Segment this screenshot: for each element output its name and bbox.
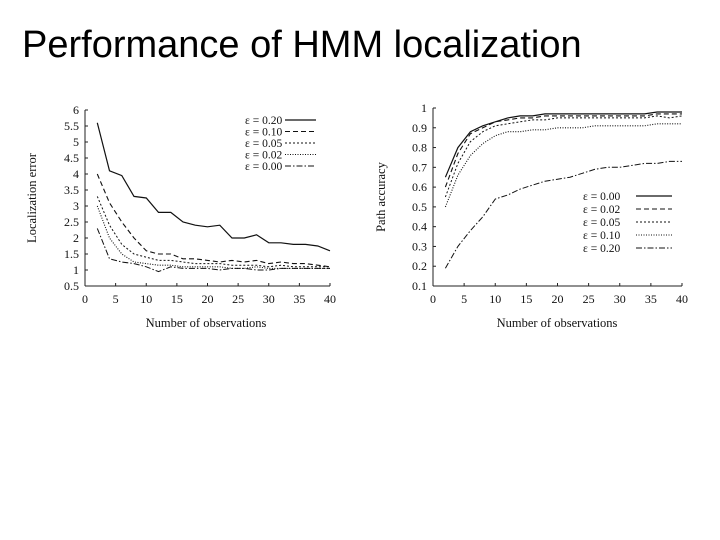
x-tick-label: 20 xyxy=(202,292,214,306)
legend-label: ε = 0.20 xyxy=(583,243,620,255)
y-tick-label: 0.5 xyxy=(412,200,427,214)
legend-label: ε = 0.00 xyxy=(583,191,620,203)
legend-label: ε = 0.02 xyxy=(245,150,282,162)
series-line-2 xyxy=(444,113,682,188)
series-line-2 xyxy=(96,173,331,268)
x-tick-label: 35 xyxy=(645,292,657,306)
series-line-3 xyxy=(444,115,683,198)
series-line-3 xyxy=(96,196,330,268)
chart-1: 0.5 1 1.5 2 2.5 3 3.5 4 4.5 5 5.5 6 0 5 10 15 20 25 30 35 40… xyxy=(25,103,336,330)
x-tick-label: 20 xyxy=(552,292,564,306)
y-tick-label: 0.1 xyxy=(412,279,427,293)
x-tick-label: 0 xyxy=(82,292,88,306)
x-tick-label: 0 xyxy=(430,292,436,306)
y-tick-label: 0.6 xyxy=(412,180,427,194)
slide-title: Performance of HMM localization xyxy=(22,24,582,66)
y-tick-label: 4 xyxy=(73,167,79,181)
y-tick-label: 4.5 xyxy=(64,151,79,165)
y-tick-label: 5.5 xyxy=(64,119,79,133)
x-tick-label: 10 xyxy=(489,292,501,306)
y-tick-label: 0.3 xyxy=(412,239,427,253)
x-tick-label: 15 xyxy=(520,292,532,306)
y-tick-label: 0.9 xyxy=(412,121,427,135)
x-axis-label: Number of observations xyxy=(146,316,267,330)
x-tick-label: 40 xyxy=(324,292,336,306)
x-tick-label: 15 xyxy=(171,292,183,306)
series-line-5 xyxy=(96,228,330,273)
x-tick-label: 10 xyxy=(140,292,152,306)
y-tick-label: 5 xyxy=(73,135,79,149)
legend-label: ε = 0.05 xyxy=(245,138,282,150)
x-tick-label: 30 xyxy=(614,292,626,306)
x-axis-label: Number of observations xyxy=(497,316,618,330)
x-tick-label: 40 xyxy=(676,292,688,306)
legend-label: ε = 0.05 xyxy=(583,217,620,229)
y-tick-label: 1 xyxy=(421,101,427,115)
legend-label: ε = 0.10 xyxy=(245,127,282,139)
y-axis-label: Path accuracy xyxy=(374,161,388,232)
x-tick-label: 30 xyxy=(263,292,275,306)
x-tick-label: 25 xyxy=(232,292,244,306)
y-tick-label: 1 xyxy=(73,263,79,277)
y-tick-label: 0.8 xyxy=(412,141,427,155)
series-line-5 xyxy=(444,160,682,269)
y-tick-label: 0.4 xyxy=(412,220,427,234)
y-tick-label: 0.2 xyxy=(412,259,427,273)
series-line-1 xyxy=(444,111,682,178)
legend-label: ε = 0.02 xyxy=(583,204,620,216)
chart-2: 0.10.20.30.40.50.60.70.80.910 5 10 15 20 25 30… xyxy=(374,101,688,330)
legend-label: ε = 0.10 xyxy=(583,230,620,242)
y-tick-label: 2.5 xyxy=(64,215,79,229)
series-line-4 xyxy=(96,205,330,269)
series-line-1 xyxy=(96,122,331,252)
series-line-4 xyxy=(444,123,682,208)
x-tick-label: 35 xyxy=(293,292,305,306)
y-axis-label: Localization error xyxy=(25,152,39,243)
y-tick-label: 3.5 xyxy=(64,183,79,197)
y-tick-label: 0.7 xyxy=(412,160,427,174)
y-tick-label: 6 xyxy=(73,103,79,117)
x-tick-label: 5 xyxy=(113,292,119,306)
x-tick-label: 25 xyxy=(583,292,595,306)
y-tick-label: 3 xyxy=(73,199,79,213)
legend-label: ε = 0.00 xyxy=(245,161,282,173)
x-tick-label: 5 xyxy=(461,292,467,306)
y-tick-label: 1.5 xyxy=(64,247,79,261)
legend-label: ε = 0.20 xyxy=(245,115,282,127)
y-tick-label: 2 xyxy=(73,231,79,245)
y-tick-label: 0.5 xyxy=(64,279,79,293)
